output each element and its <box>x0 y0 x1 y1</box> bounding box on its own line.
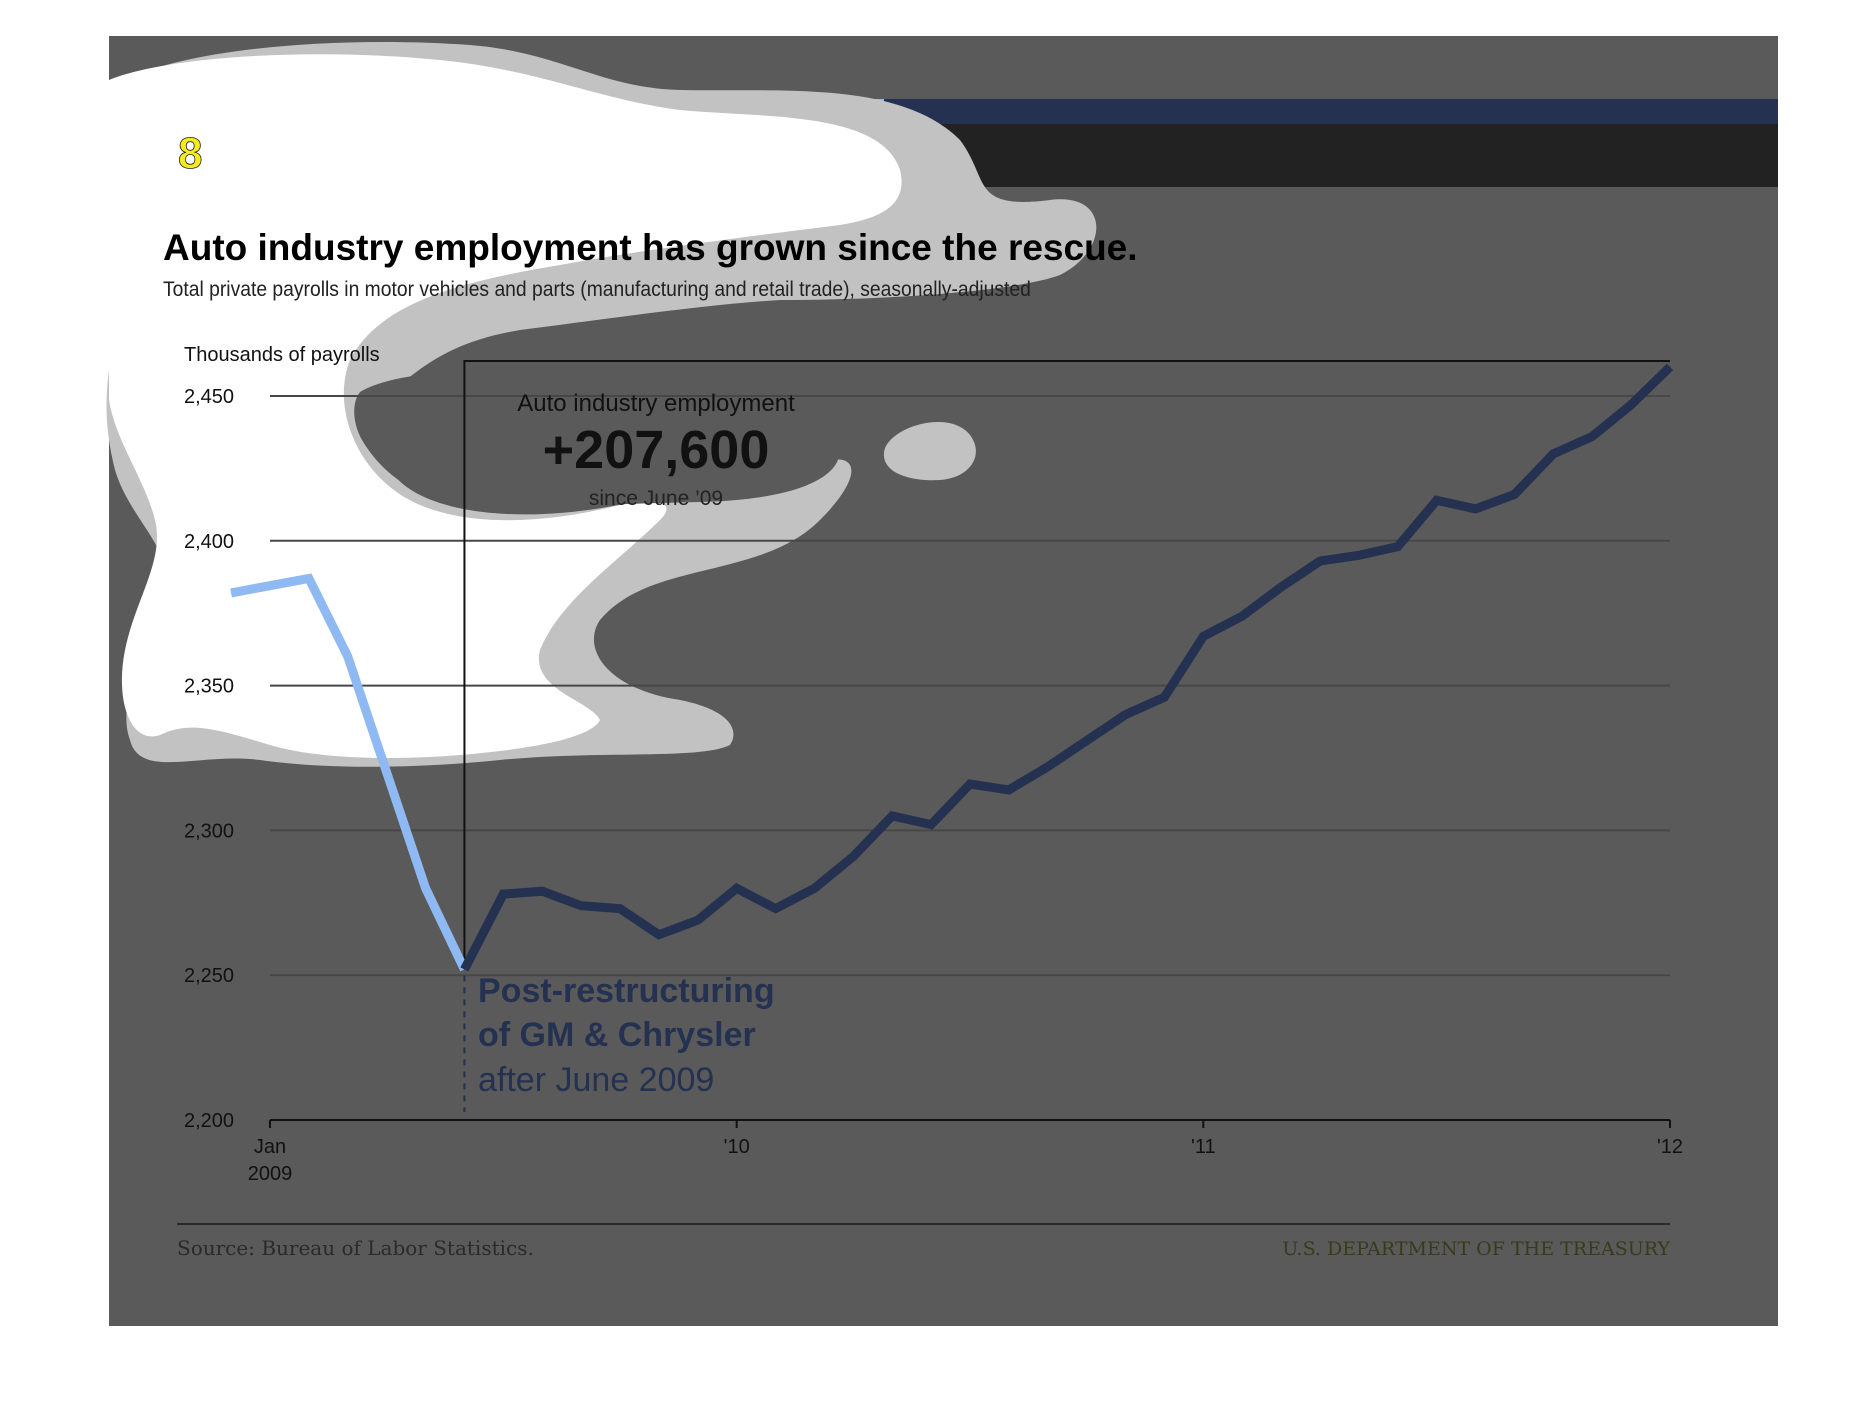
data-point <box>1513 493 1515 495</box>
x-axis: Jan 2009 '10 '11 '12 <box>248 1119 1683 1185</box>
data-point <box>1475 508 1477 510</box>
y-axis-label: Thousands of payrolls <box>184 344 380 366</box>
data-point <box>1086 740 1088 742</box>
callout-bracket <box>463 360 1670 1112</box>
y-tick-labels: 2,200 2,250 2,300 2,350 2,400 2,450 <box>184 386 234 1132</box>
annotation-line1: Post-restructuring <box>478 972 775 1010</box>
data-point <box>1280 586 1282 588</box>
callout-value: +207,600 <box>543 420 770 480</box>
data-point <box>1630 404 1632 406</box>
data-point <box>775 908 777 910</box>
data-point <box>1241 615 1243 617</box>
data-point <box>852 855 854 857</box>
data-point <box>1669 366 1671 368</box>
y-tick-label: 2,400 <box>184 531 234 553</box>
data-point <box>580 905 582 907</box>
data-point <box>425 887 427 889</box>
series-line-pre-restructuring <box>230 573 469 972</box>
callout-since: since June ’09 <box>589 487 723 510</box>
data-point <box>1397 546 1399 548</box>
series-layer <box>230 363 1674 972</box>
headline: Auto industry employment has grown since… <box>163 227 1138 268</box>
data-point <box>619 908 621 910</box>
data-point <box>541 890 543 892</box>
data-point <box>463 968 465 970</box>
data-point <box>969 783 971 785</box>
overlay-blob-speck <box>883 422 976 481</box>
y-tick-label: 2,350 <box>184 676 234 698</box>
overlay-blob-dark-hole <box>354 368 840 507</box>
source-note: Source: Bureau of Labor Statistics. <box>177 1236 534 1260</box>
slide-number: 8 <box>178 129 202 178</box>
callout-label: Auto industry employment <box>517 390 795 417</box>
data-point <box>891 815 893 817</box>
data-point <box>1125 714 1127 716</box>
data-point <box>1358 554 1360 556</box>
data-point <box>736 887 738 889</box>
series-line-post-restructuring <box>460 363 1674 972</box>
y-tick-label: 2,250 <box>184 965 234 987</box>
data-point <box>308 577 310 579</box>
data-point <box>230 592 232 594</box>
slide-title: The Auto Industry <box>224 127 647 181</box>
x-tick-label: '10 <box>724 1136 750 1158</box>
data-point <box>930 824 932 826</box>
data-point <box>697 919 699 921</box>
y-tick-label: 2,450 <box>184 386 234 408</box>
data-point <box>1552 453 1554 455</box>
annotation-line2: of GM & Chrysler <box>478 1016 756 1054</box>
x-tick-label: '11 <box>1191 1136 1216 1158</box>
annotation-line3: after June 2009 <box>478 1061 714 1099</box>
data-point <box>502 893 504 895</box>
gridlines <box>270 395 1670 977</box>
y-tick-label: 2,200 <box>184 1110 234 1132</box>
data-point <box>658 934 660 936</box>
data-point <box>813 887 815 889</box>
data-point <box>1591 436 1593 438</box>
x-tick-label: 2009 <box>248 1163 293 1185</box>
data-point <box>347 656 349 658</box>
data-point <box>386 771 388 773</box>
bracket-line <box>463 360 1670 970</box>
data-point <box>1008 789 1010 791</box>
subheadline: Total private payrolls in motor vehicles… <box>163 278 1031 301</box>
agency-name: U.S. DEPARTMENT OF THE TREASURY <box>1282 1238 1670 1260</box>
data-point <box>1163 696 1165 698</box>
data-point <box>1202 635 1204 637</box>
y-tick-label: 2,300 <box>184 820 234 842</box>
x-tick-label: '12 <box>1657 1136 1683 1158</box>
x-tick-label: Jan <box>254 1136 286 1158</box>
data-point <box>1047 766 1049 768</box>
data-point <box>1319 560 1321 562</box>
section-label: Crisis Response <box>181 103 314 122</box>
data-point <box>1436 499 1438 501</box>
